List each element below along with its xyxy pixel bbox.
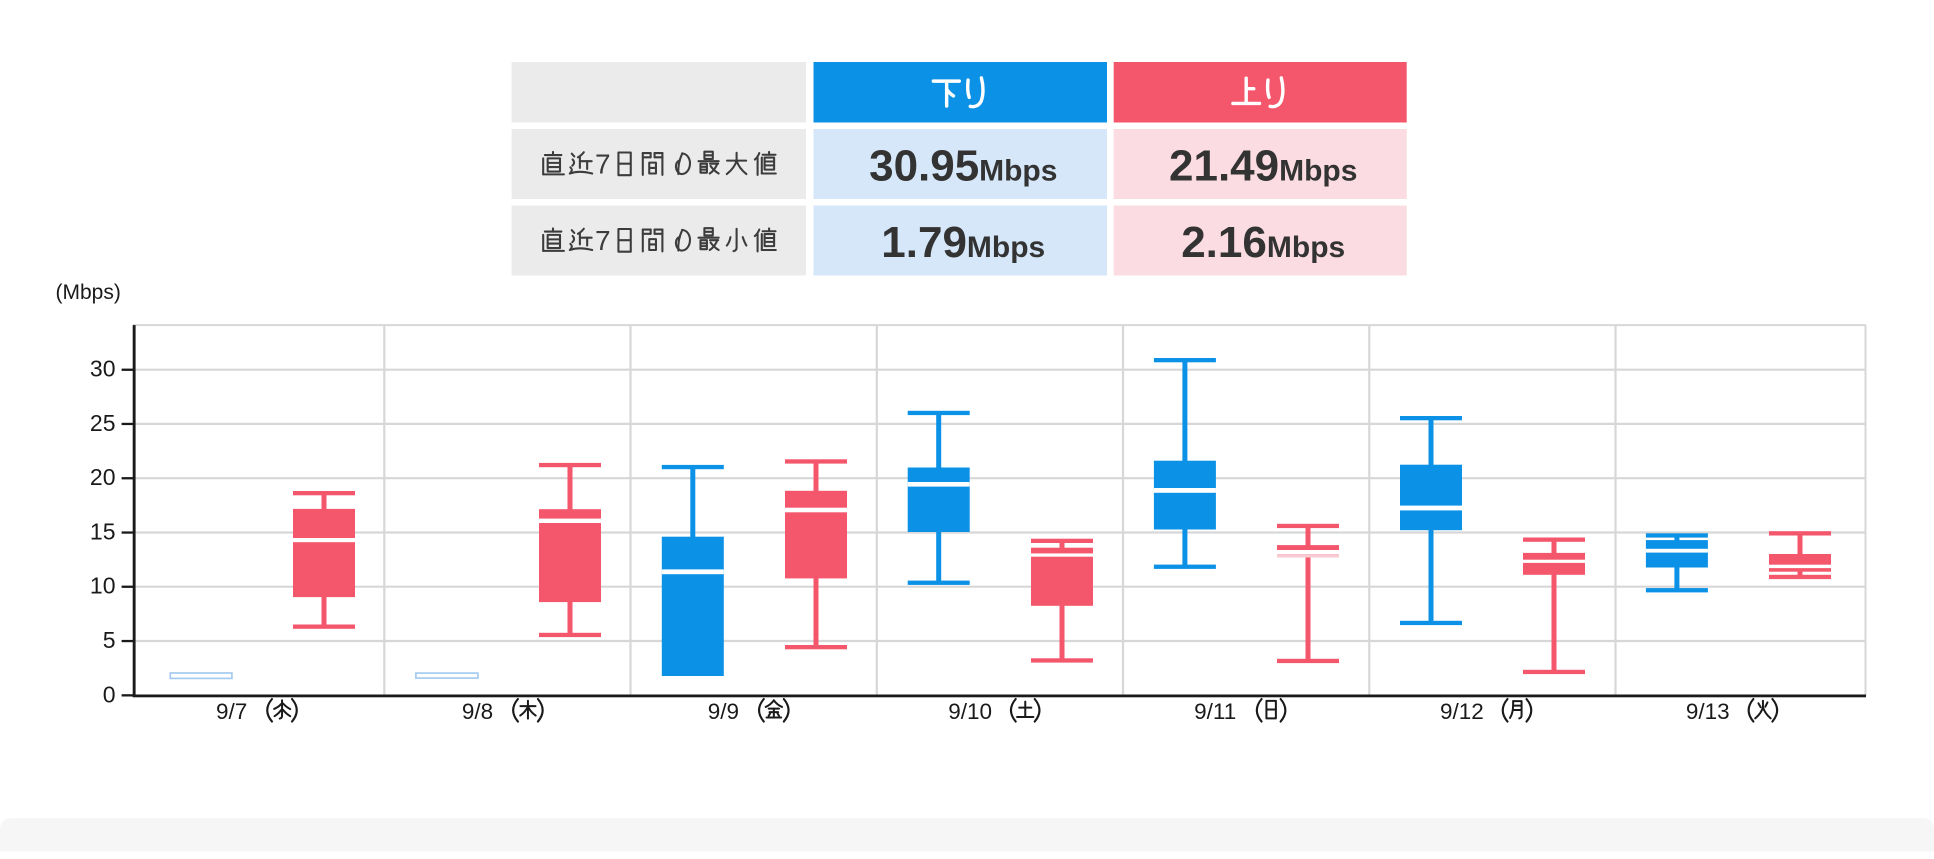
svg-text:9/7: 9/7 [216,699,247,724]
svg-text:1.79: 1.79 [881,218,967,267]
svg-text:Mbps: Mbps [1267,231,1345,264]
svg-text:25: 25 [90,410,116,436]
svg-text:Mbps: Mbps [967,231,1045,264]
svg-text:9/10: 9/10 [948,699,992,724]
svg-text:20: 20 [90,464,116,490]
svg-text:0: 0 [103,681,116,707]
svg-text:9/12: 9/12 [1440,699,1484,724]
svg-text:Mbps: Mbps [979,155,1057,188]
svg-text:5: 5 [103,627,116,653]
svg-text:21.49: 21.49 [1169,142,1279,191]
svg-text:9/8: 9/8 [462,699,493,724]
svg-text:10: 10 [90,573,116,599]
svg-text:2.16: 2.16 [1181,218,1267,267]
svg-text:30: 30 [90,356,116,382]
svg-text:7: 7 [595,149,611,180]
svg-text:15: 15 [90,519,116,545]
svg-text:9/9: 9/9 [708,699,739,724]
svg-text:(Mbps): (Mbps) [56,281,121,304]
svg-text:9/11: 9/11 [1194,699,1236,724]
svg-text:9/13: 9/13 [1686,699,1730,724]
svg-text:Mbps: Mbps [1279,155,1357,188]
svg-text:7: 7 [595,225,611,256]
svg-text:30.95: 30.95 [869,142,979,191]
